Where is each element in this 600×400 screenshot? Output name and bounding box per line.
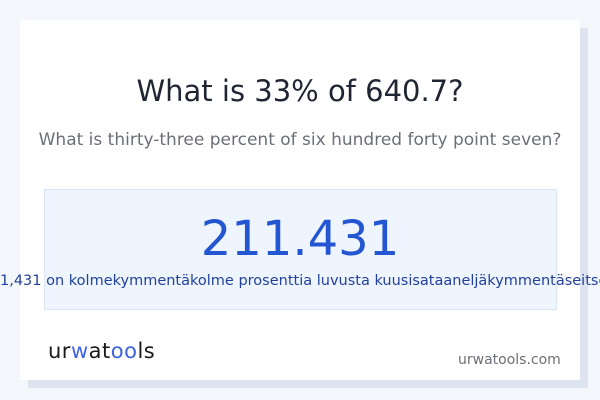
logo-text: at [88,339,111,363]
logo-text: ls [137,339,156,363]
logo-text: w [70,339,89,363]
logo-text: oo [110,339,138,363]
site-url: urwatools.com [458,352,561,368]
answer-box [44,189,557,310]
page-title: What is 33% of 640.7? [136,74,464,108]
answer-in-words: 1,431 on kolmekymmentäkolme prosenttia l… [0,273,600,289]
logo-text: ur [48,339,71,363]
answer-value: 211.431 [200,211,400,267]
subtitle: What is thirty-three percent of six hund… [38,130,562,150]
urwatools-logo: urwatools [48,339,155,363]
